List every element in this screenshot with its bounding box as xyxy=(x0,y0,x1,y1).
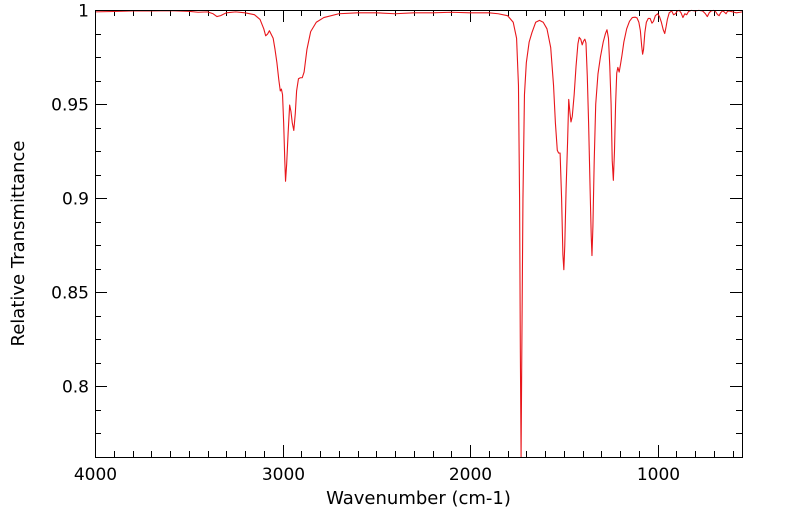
x-axis-label: Wavenumber (cm-1) xyxy=(326,488,511,509)
x-tick-label: 4000 xyxy=(74,465,117,485)
y-tick-label: 0.85 xyxy=(51,284,89,304)
spectrum-line xyxy=(94,9,743,458)
y-tick-label: 1 xyxy=(78,2,89,22)
x-tick-label: 2000 xyxy=(449,465,492,485)
y-axis-label: Relative Transmittance xyxy=(8,141,29,347)
plot-frame xyxy=(95,10,743,458)
series-layer xyxy=(94,9,743,458)
x-tick-label: 3000 xyxy=(262,465,305,485)
x-tick-label: 1000 xyxy=(637,465,680,485)
y-tick-label: 0.8 xyxy=(62,378,89,398)
y-tick-label: 0.95 xyxy=(51,96,89,116)
ticks-layer xyxy=(95,10,742,458)
labels-layer: 4000 3000 2000 1000 1 0.95 0.9 0.85 0.8 xyxy=(51,2,680,486)
y-tick-label: 0.9 xyxy=(62,190,89,210)
